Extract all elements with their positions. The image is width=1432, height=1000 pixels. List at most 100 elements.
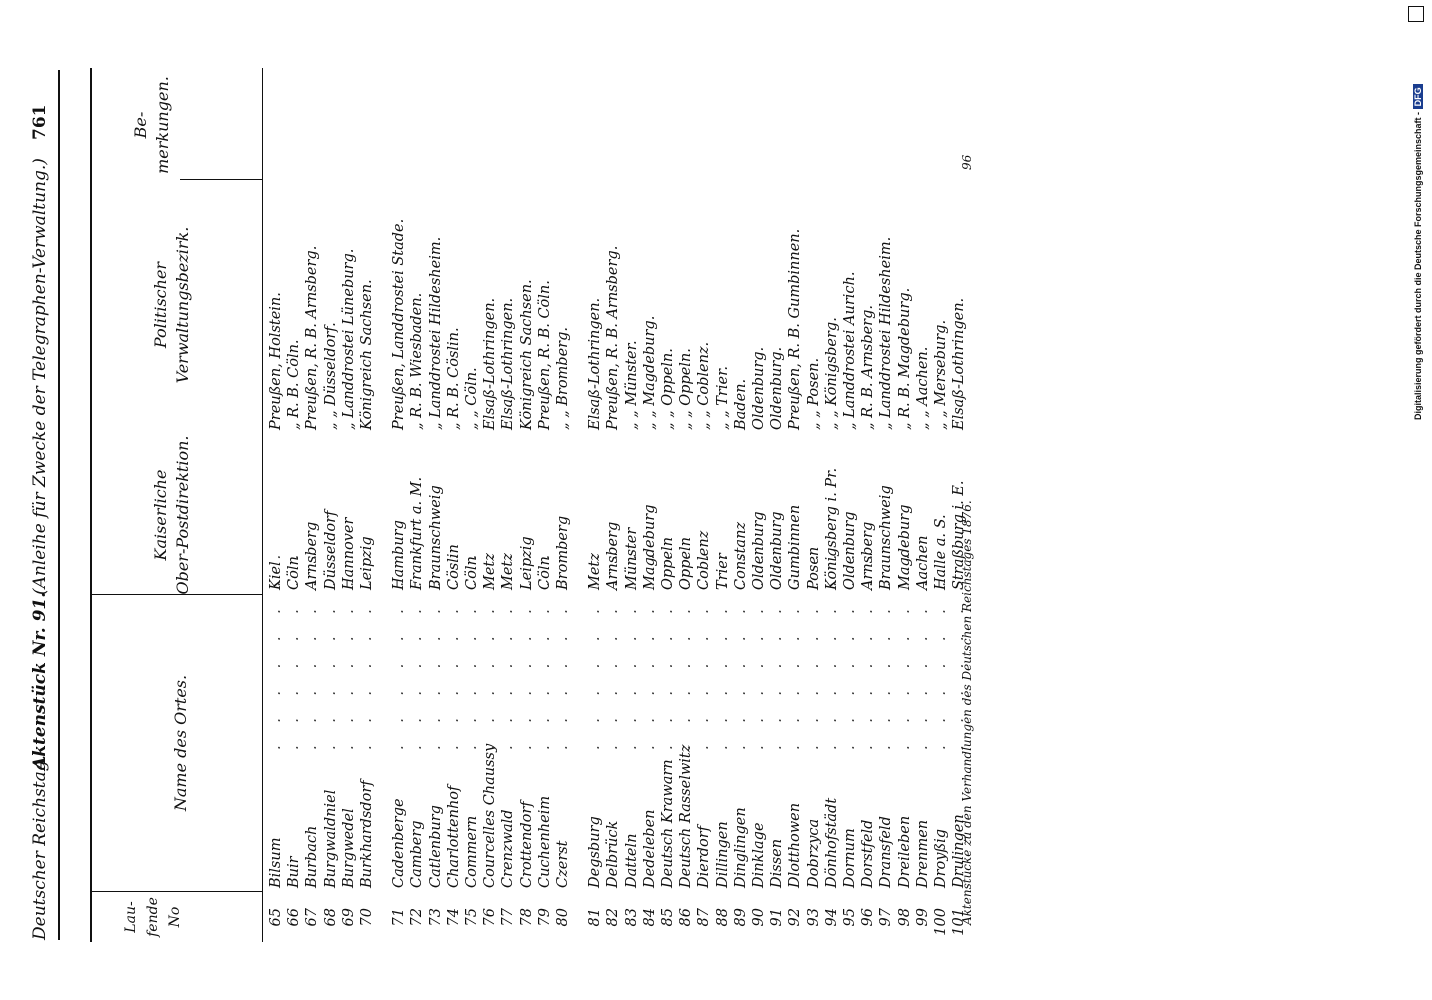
leader-dots: . . . . . . . . <box>641 545 658 750</box>
page-number: 761 <box>30 104 50 141</box>
political-district: Elsaß-Lothringen. <box>500 297 517 430</box>
table-head-rule <box>262 68 263 942</box>
footer: Aktenstücke zu den Verhandlungen des Deu… <box>960 500 974 925</box>
political-district: Preußen, Holstein. <box>268 292 284 430</box>
place-name: Crottendorf <box>518 801 535 888</box>
row-number: 83 <box>623 908 640 927</box>
col-divider-2 <box>92 594 262 595</box>
row-number: 91 <box>769 908 786 927</box>
political-district: „ „ Cöln. <box>464 367 480 430</box>
place-name: Dinklage <box>751 822 767 888</box>
place-name: Dönhofstädt <box>823 797 840 888</box>
political-district: Königreich Sachsen. <box>518 279 535 430</box>
political-district: Elsaß-Lothringen. <box>951 297 968 430</box>
leader-dots: . . . . . . . . <box>896 545 913 750</box>
political-district: „ „ Coblenz. <box>696 341 713 430</box>
leader-dots: . . . . . . . . <box>322 545 339 750</box>
political-district: „ R. B. Magdeburg. <box>896 287 913 430</box>
political-district: Elsaß-Lothringen. <box>587 297 604 430</box>
place-name: Cuchenheim <box>536 795 553 888</box>
table-row: 80 Czerst Bromberg „ „ Bromberg.. . . . . .… <box>555 0 577 1000</box>
leader-dots: . . . . . . . . <box>878 545 895 750</box>
political-district: „ R. B. Arnsberg. <box>860 305 877 430</box>
place-name: Degsburg <box>587 816 604 888</box>
header-center: Aktenstück Nr. 91. <box>30 591 50 770</box>
leader-dots: . . . . . . . . <box>427 545 444 750</box>
place-name: Courcelles Chaussy <box>482 743 499 888</box>
political-district: „ Landdrostei Lüneburg. <box>340 248 357 430</box>
row-number: 74 <box>445 908 462 927</box>
table-row: 70 Burkhardsdorf Leipzig Königreich Sachsen… <box>359 0 381 1000</box>
political-district: Preußen, R. B. Gumbinnen. <box>787 228 804 430</box>
place-name: Camberg <box>409 820 426 888</box>
table-top-rule <box>90 68 92 942</box>
place-name: Dobrzyca <box>805 818 822 888</box>
dfg-logo: DFG <box>1413 84 1423 110</box>
row-number: 66 <box>286 908 303 927</box>
political-district: „ „ Magdeburg. <box>641 315 658 430</box>
leader-dots: . . . . . . . . <box>805 545 822 750</box>
political-district: „ „ Oppeln. <box>660 348 676 430</box>
leader-dots: . . . . . . . . <box>555 545 571 750</box>
place-name: Dissen <box>769 838 786 888</box>
dfg-sidebar: Digitalisierung gefördert durch die Deut… <box>1413 84 1423 420</box>
leader-dots: . . . . . . . . <box>751 545 767 750</box>
place-name: Bilsum <box>268 837 284 888</box>
leader-dots: . . . . . . . . <box>518 545 535 750</box>
row-number: 67 <box>304 908 321 927</box>
row-number: 95 <box>842 908 858 927</box>
leader-dots: . . . . . . . . <box>464 545 480 750</box>
leader-dots: . . . . . . . . <box>605 545 622 750</box>
political-district: „ Landdrostei Hildesheim. <box>878 236 895 430</box>
political-district: Oldenburg. <box>751 346 767 430</box>
row-number: 86 <box>678 908 695 927</box>
political-district: Baden. <box>732 378 749 430</box>
row-number: 93 <box>805 908 822 927</box>
place-name: Burgwaldniel <box>322 789 339 888</box>
row-number: 82 <box>605 908 622 927</box>
political-district: Oldenburg. <box>769 346 786 430</box>
political-district: „ „ Oppeln. <box>678 348 695 430</box>
place-name: Crenzwald <box>500 809 517 888</box>
political-district: „ „ Düsseldorf. <box>322 322 339 430</box>
row-number: 75 <box>464 908 480 927</box>
leader-dots: . . . . . . . . <box>304 545 321 750</box>
dfg-sidebar-text: Digitalisierung gefördert durch die Deut… <box>1413 111 1423 420</box>
row-number: 71 <box>391 908 408 927</box>
leader-dots: . . . . . . . . <box>696 545 713 750</box>
political-district: „ „ Merseburg. <box>933 319 949 430</box>
place-name: Deutsch Rasselwitz <box>678 744 695 888</box>
place-name: Burbach <box>304 825 321 888</box>
col-header-post: Kaiserliche Ober-Postdirektion. <box>151 435 192 595</box>
row-number: 98 <box>896 908 913 927</box>
row-number: 81 <box>587 908 604 927</box>
row-number: 68 <box>322 908 339 927</box>
leader-dots: . . . . . . . . <box>842 545 858 750</box>
place-name: Dorstfeld <box>860 819 877 888</box>
row-number: 97 <box>878 908 895 927</box>
place-name: Commern <box>464 815 480 888</box>
col-header-politisch: Politischer Verwaltungsbezirk. <box>151 226 192 384</box>
row-number: 94 <box>823 908 840 927</box>
leader-dots: . . . . . . . . <box>660 545 676 750</box>
row-number: 76 <box>482 908 499 927</box>
place-name: Dinglingen <box>732 807 749 888</box>
leader-dots: . . . . . . . . <box>536 545 553 750</box>
place-name: Cadenberge <box>391 798 408 888</box>
row-number: 80 <box>555 908 571 927</box>
leader-dots: . . . . . . . . <box>268 545 284 750</box>
row-number: 77 <box>500 908 517 927</box>
leader-dots: . . . . . . . . <box>769 545 786 750</box>
place-name: Buir <box>286 856 303 888</box>
side-number: 96 <box>960 154 974 170</box>
place-name: Deutsch Krawarn <box>660 759 676 888</box>
table-body: 65 Bilsum Kiel Preußen, Holstein.. . . . . … <box>268 0 967 1000</box>
political-district: „ „ Posen. <box>805 357 822 430</box>
leader-dots: . . . . . . . . <box>409 545 426 750</box>
place-name: Burgwedel <box>340 808 357 888</box>
leader-dots: . . . . . . . . <box>860 545 877 750</box>
place-name: Delbrück <box>605 820 622 888</box>
leader-dots: . . . . . . . . <box>823 545 840 750</box>
col-divider-1 <box>92 891 262 892</box>
